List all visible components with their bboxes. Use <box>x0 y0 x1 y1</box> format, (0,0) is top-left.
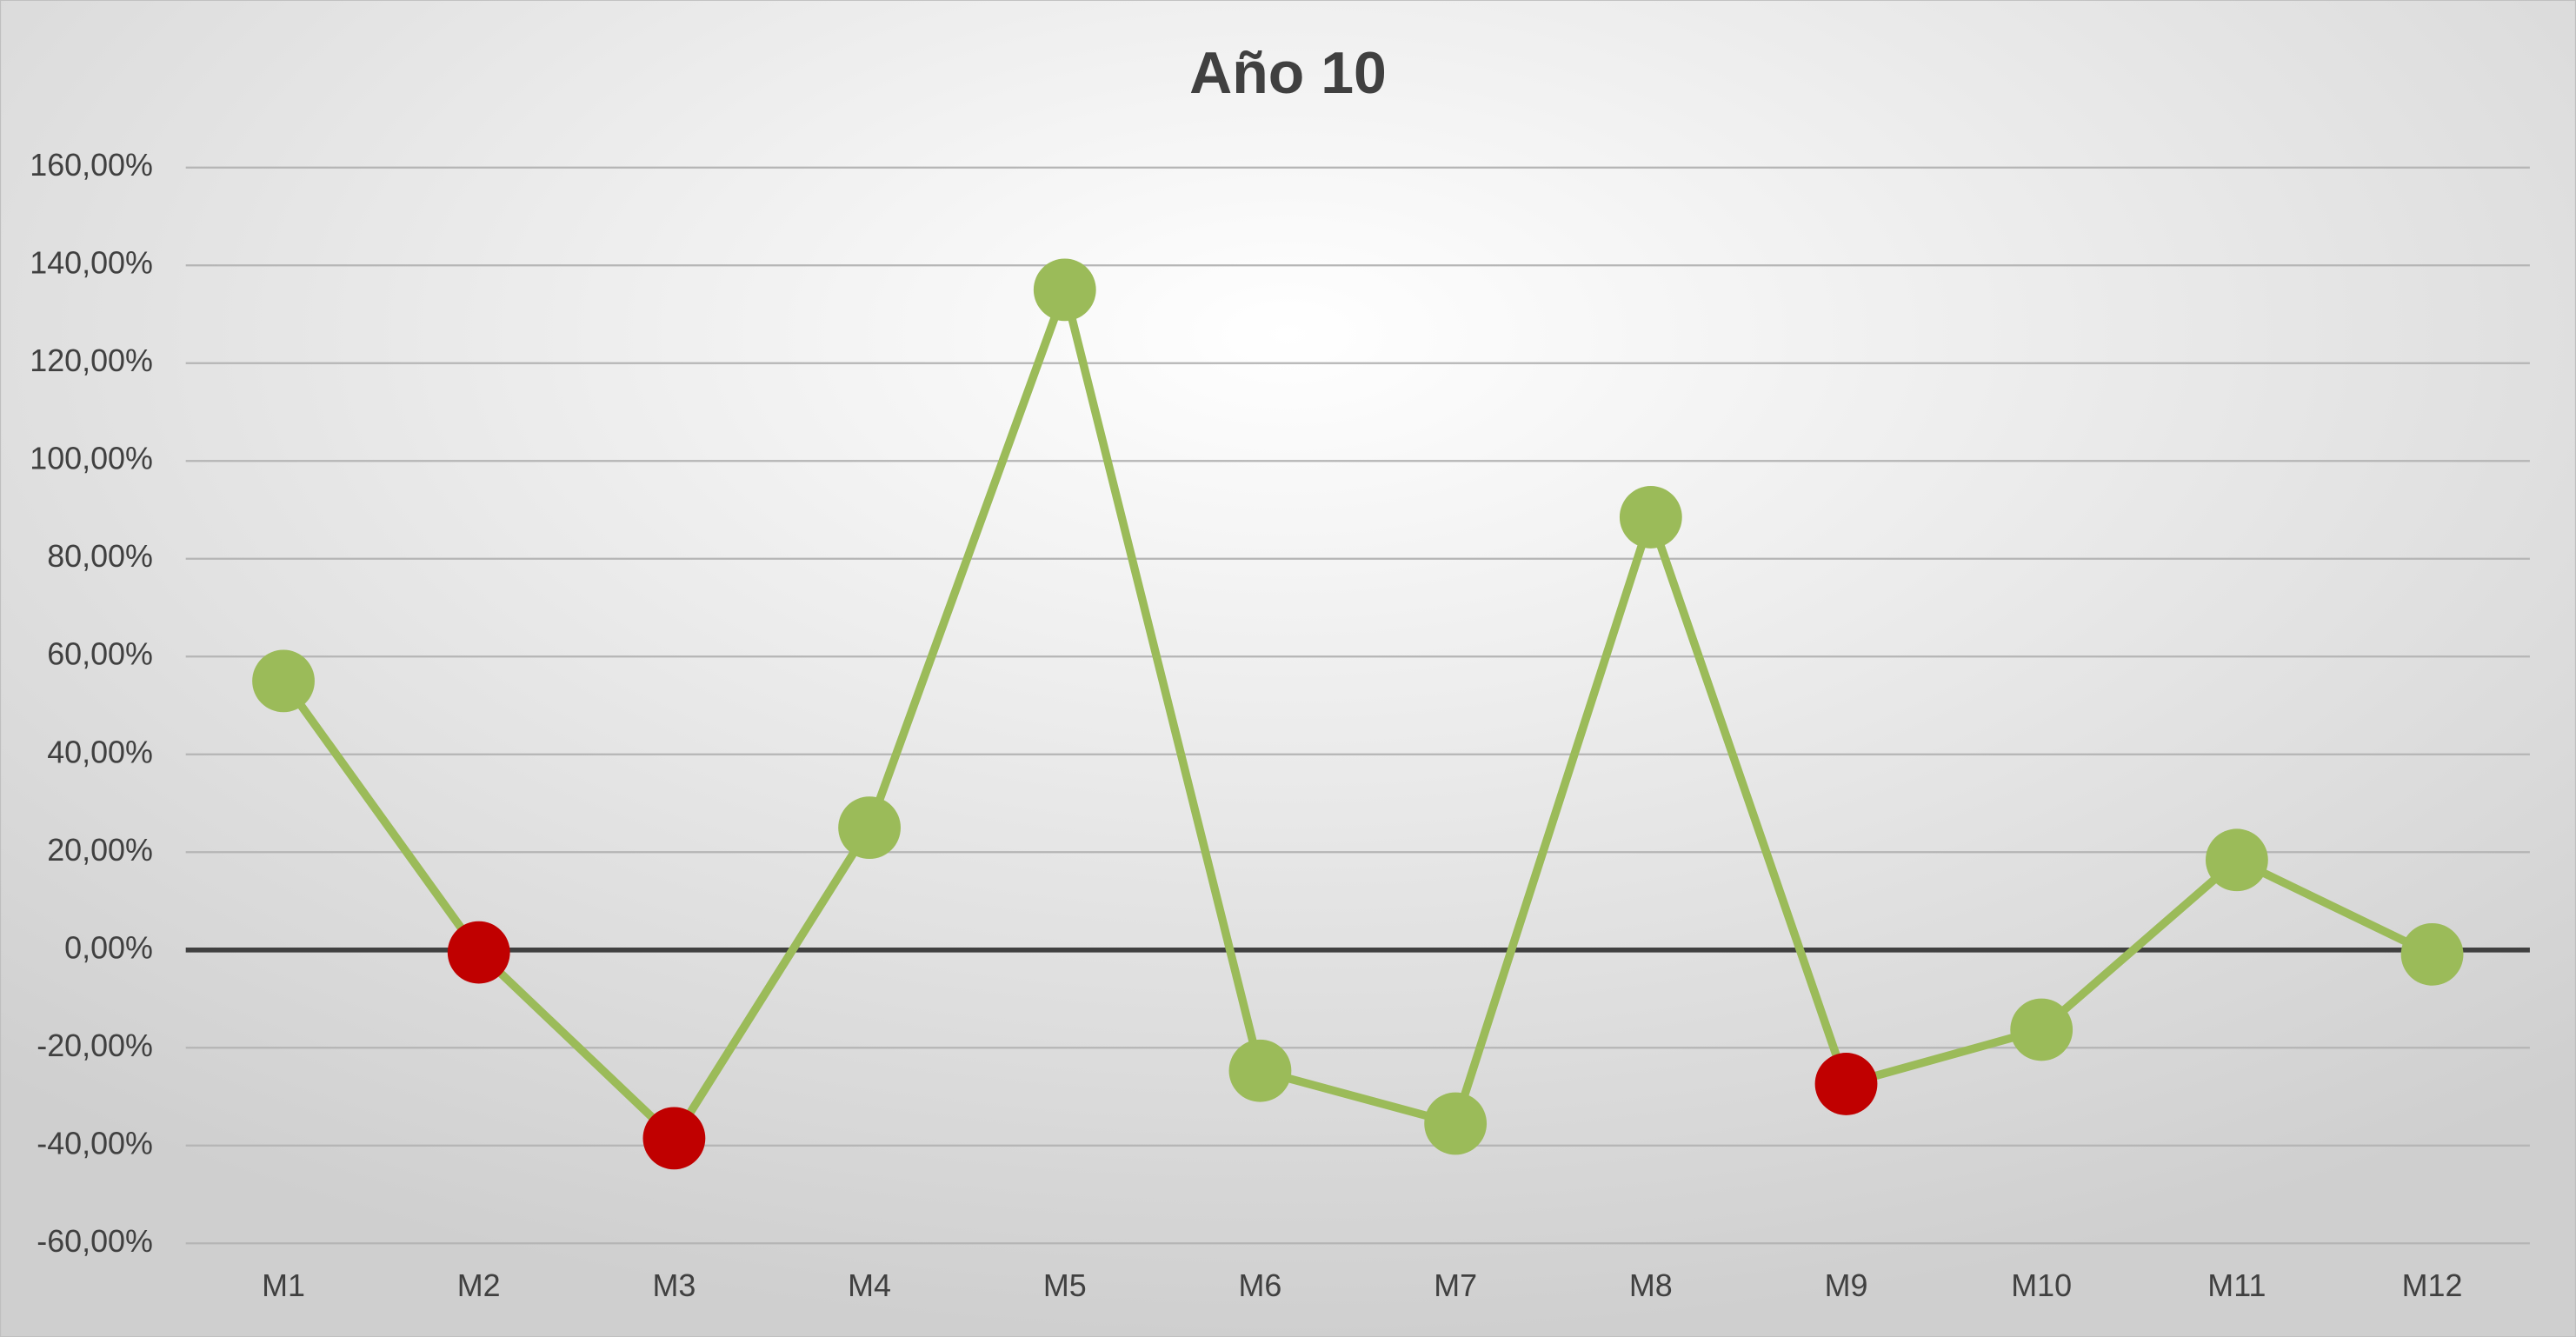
y-tick-label: 80,00% <box>47 539 153 574</box>
x-tick-label: M8 <box>1629 1268 1673 1303</box>
y-tick-label: 120,00% <box>30 343 153 378</box>
data-point <box>1619 486 1682 549</box>
y-tick-label: 100,00% <box>30 442 153 476</box>
x-tick-label: M2 <box>457 1268 501 1303</box>
y-tick-label: -40,00% <box>37 1126 153 1161</box>
data-point <box>447 921 510 984</box>
x-tick-label: M6 <box>1239 1268 1282 1303</box>
data-point <box>2010 998 2073 1061</box>
x-tick-label: M12 <box>2402 1268 2463 1303</box>
x-tick-label: M7 <box>1434 1268 1477 1303</box>
data-line <box>280 285 2434 1143</box>
data-point <box>838 796 901 860</box>
data-point <box>252 649 315 713</box>
y-tick-label: 60,00% <box>47 637 153 672</box>
chart-title: Año 10 <box>1189 40 1387 106</box>
data-point <box>1228 1039 1292 1102</box>
y-tick-label: 140,00% <box>30 246 153 281</box>
x-tick-label: M9 <box>1825 1268 1868 1303</box>
y-tick-label: 20,00% <box>47 833 153 868</box>
y-tick-label: 40,00% <box>47 735 153 769</box>
x-tick-label: M5 <box>1043 1268 1087 1303</box>
x-tick-label: M3 <box>652 1268 696 1303</box>
data-point <box>1424 1092 1488 1155</box>
data-point <box>2205 828 2268 892</box>
y-tick-label: -60,00% <box>37 1224 153 1259</box>
x-tick-label: M10 <box>2011 1268 2072 1303</box>
data-point <box>1814 1053 1878 1115</box>
data-point <box>642 1107 706 1170</box>
data-point <box>2400 922 2464 986</box>
x-tick-label: M1 <box>262 1268 305 1303</box>
x-tick-label: M11 <box>2207 1268 2266 1303</box>
y-tick-label: 160,00% <box>30 148 153 183</box>
data-point <box>1033 258 1096 322</box>
y-tick-label: -20,00% <box>37 1028 153 1063</box>
y-tick-label: 0,00% <box>64 930 153 965</box>
x-tick-label: M4 <box>848 1268 891 1303</box>
